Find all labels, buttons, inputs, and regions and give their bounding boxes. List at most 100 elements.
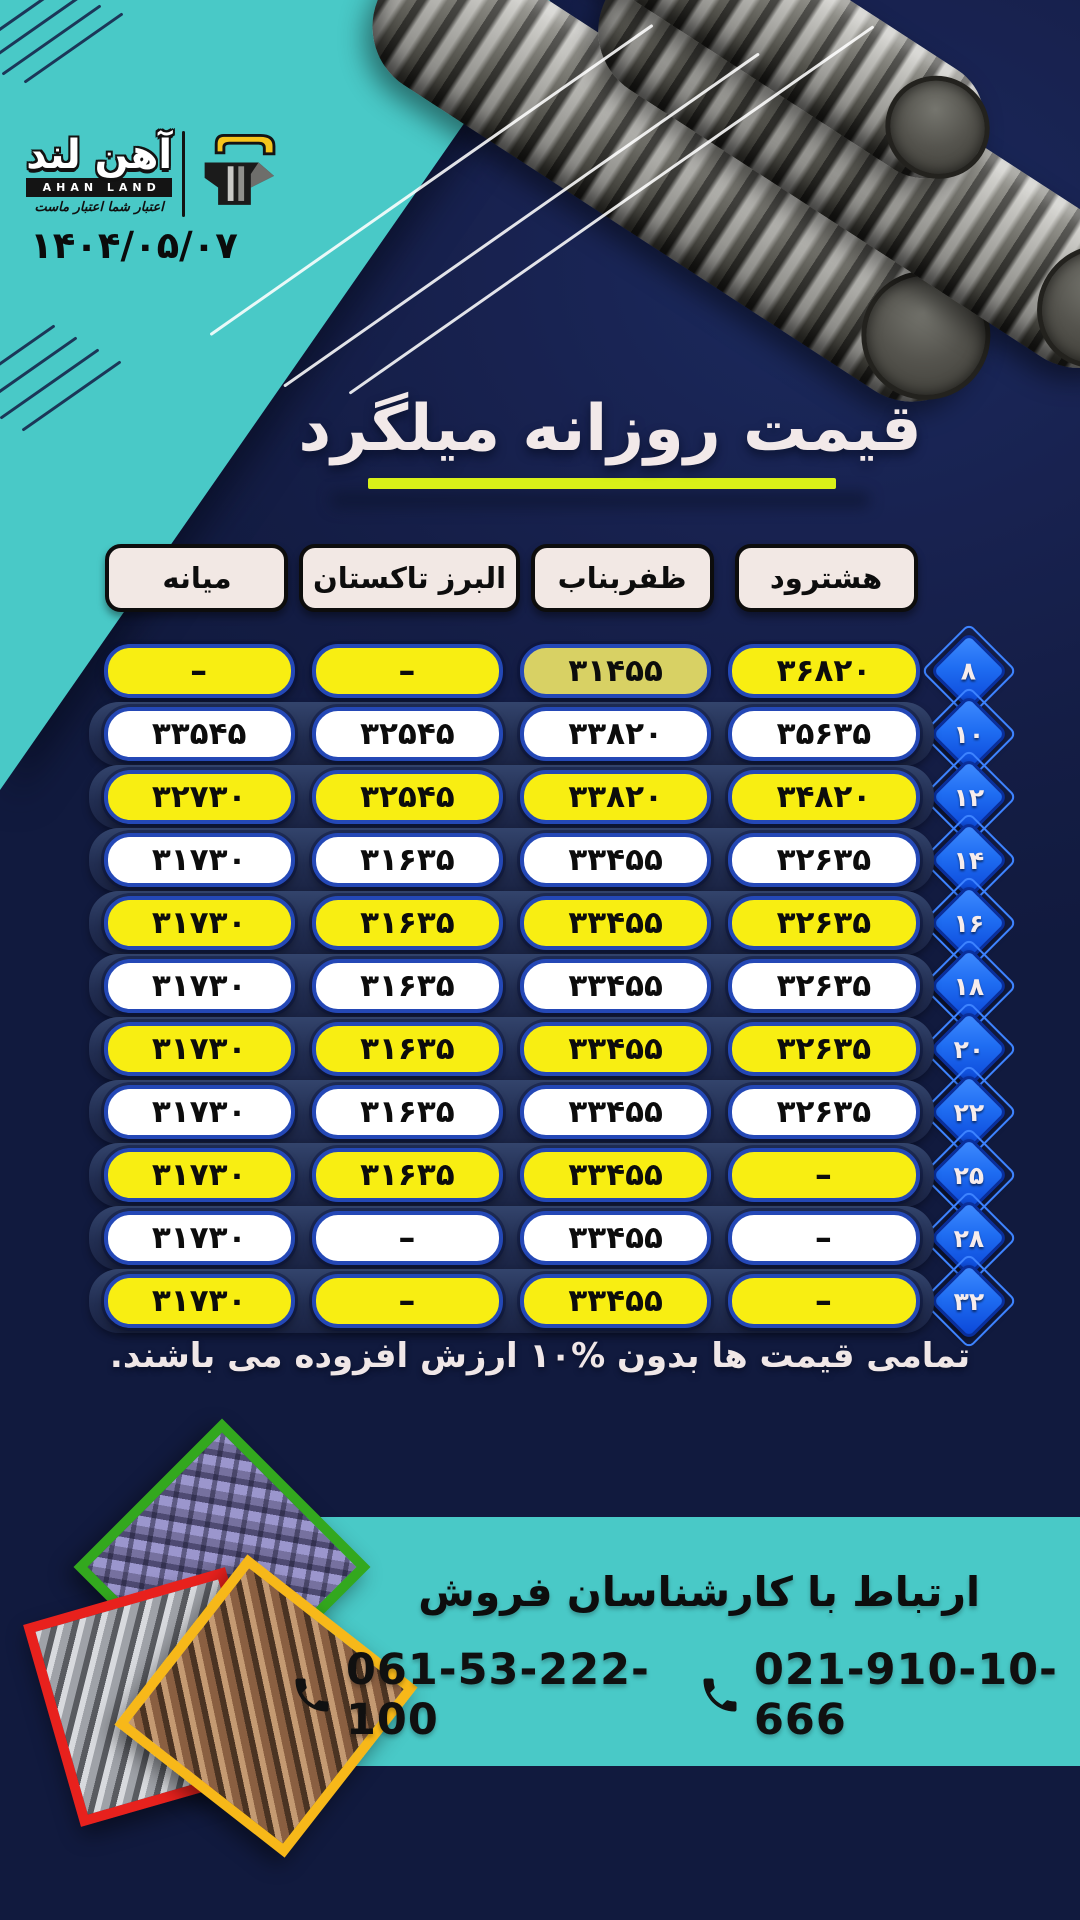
rebar-bar xyxy=(473,0,1007,201)
price-pill: – xyxy=(728,1273,920,1328)
price-pill: ۳۱۷۳۰ xyxy=(103,1147,295,1202)
size-label: ۲۰ xyxy=(953,1034,985,1063)
price-pill: – xyxy=(311,643,503,698)
row-prices: ۳۶۸۲۰ ۳۱۴۵۵ – – xyxy=(95,643,928,698)
vat-note: تمامی قیمت ها بدون %۱۰ ارزش افزوده می با… xyxy=(109,1336,971,1376)
column-header: هشترود xyxy=(734,544,918,612)
table-row: ۱۶ ۳۲۶۳۵ ۳۳۴۵۵ ۳۱۶۳۵ ۳۱۷۳۰ xyxy=(89,882,1010,963)
row-prices: ۳۲۶۳۵ ۳۳۴۵۵ ۳۱۶۳۵ ۳۱۷۳۰ xyxy=(89,827,934,892)
price-pill: – xyxy=(311,1273,503,1328)
price-pill: ۳۱۷۳۰ xyxy=(103,895,295,950)
hatch-line xyxy=(0,0,80,68)
rebar-bar xyxy=(345,0,1015,429)
row-prices: ۳۵۶۳۵ ۳۳۸۲۰ ۳۲۵۴۵ ۳۳۵۴۵ xyxy=(89,701,934,766)
price-pill: ۳۳۴۵۵ xyxy=(520,958,712,1013)
date-label: ۱۴۰۴/۰۵/۰۷ xyxy=(30,224,238,267)
price-pill: ۳۱۶۳۵ xyxy=(311,1021,503,1076)
price-pill: ۳۲۵۴۵ xyxy=(311,706,503,761)
price-pill: ۳۳۴۵۵ xyxy=(520,1084,712,1139)
price-pill: ۳۲۷۳۰ xyxy=(103,769,295,824)
price-pill: – xyxy=(103,643,295,698)
size-label: ۳۲ xyxy=(953,1286,985,1315)
size-label: ۸ xyxy=(961,656,977,686)
price-pill: ۳۲۶۳۵ xyxy=(728,832,920,887)
table-row: ۲۵ – ۳۳۴۵۵ ۳۱۶۳۵ ۳۱۷۳۰ xyxy=(89,1134,1010,1215)
phone-row: 061-53-222-100 021-910-10-666 xyxy=(290,1645,1062,1745)
price-pill: ۳۱۶۳۵ xyxy=(311,1147,503,1202)
brand-name-fa: آهن لند xyxy=(26,131,173,178)
brand-logo-text: آهن لند AHAN LAND اعتبار شما اعتبار ماست xyxy=(26,131,173,215)
page-title: قیمت روزانه میلگرد xyxy=(298,392,922,466)
price-pill: ۳۱۶۳۵ xyxy=(311,958,503,1013)
table-row: ۲۸ – ۳۳۴۵۵ – ۳۱۷۳۰ xyxy=(89,1197,1010,1278)
price-pill: ۳۲۵۴۵ xyxy=(311,769,503,824)
price-pill: ۳۴۸۲۰ xyxy=(728,769,920,824)
price-pill: ۳۲۶۳۵ xyxy=(728,958,920,1013)
price-pill: ۳۳۴۵۵ xyxy=(520,1021,712,1076)
brand-name-en: AHAN LAND xyxy=(26,177,173,197)
size-cell: ۳۲ xyxy=(928,1260,1010,1341)
logo-divider xyxy=(182,131,186,217)
price-pill: – xyxy=(728,1210,920,1265)
price-pill: ۳۳۴۵۵ xyxy=(520,1147,712,1202)
title-underline xyxy=(368,478,836,489)
price-pill: ۳۱۷۳۰ xyxy=(103,1021,295,1076)
table-row: ۱۴ ۳۲۶۳۵ ۳۳۴۵۵ ۳۱۶۳۵ ۳۱۷۳۰ xyxy=(89,819,1010,900)
size-label: ۲۸ xyxy=(953,1223,985,1252)
price-pill: ۳۵۶۳۵ xyxy=(728,706,920,761)
size-label: ۲۲ xyxy=(953,1097,985,1126)
deco-line xyxy=(348,25,875,395)
size-diamond: ۳۲ xyxy=(929,1260,1009,1341)
row-prices: ۳۲۶۳۵ ۳۳۴۵۵ ۳۱۶۳۵ ۳۱۷۳۰ xyxy=(89,890,934,955)
size-label: ۲۵ xyxy=(953,1160,985,1189)
price-pill: ۳۲۶۳۵ xyxy=(728,895,920,950)
price-pill: ۳۳۴۵۵ xyxy=(520,1210,712,1265)
title-underline-shadow xyxy=(330,492,870,508)
brand-tagline: اعتبار شما اعتبار ماست xyxy=(34,199,164,215)
price-pill: ۳۶۸۲۰ xyxy=(728,643,920,698)
price-pill: ۳۱۷۳۰ xyxy=(103,1084,295,1139)
table-row: ۲۰ ۳۲۶۳۵ ۳۳۴۵۵ ۳۱۶۳۵ ۳۱۷۳۰ xyxy=(89,1008,1010,1089)
price-pill: ۳۱۶۳۵ xyxy=(311,895,503,950)
row-prices: – ۳۳۴۵۵ – ۳۱۷۳۰ xyxy=(89,1268,934,1333)
row-prices: – ۳۳۴۵۵ – ۳۱۷۳۰ xyxy=(89,1205,934,1270)
price-rows: ۸ ۳۶۸۲۰ ۳۱۴۵۵ – – ۱۰ ۳۵۶۳۵ ۳۳۸۲۰ ۳۲۵۴۵ ۳… xyxy=(89,630,1010,1341)
price-pill: ۳۱۶۳۵ xyxy=(311,832,503,887)
row-prices: ۳۴۸۲۰ ۳۳۸۲۰ ۳۲۵۴۵ ۳۲۷۳۰ xyxy=(89,764,934,829)
phone-item: 061-53-222-100 xyxy=(290,1645,654,1745)
size-label: ۱۸ xyxy=(953,971,985,1000)
table-row: ۳۲ – ۳۳۴۵۵ – ۳۱۷۳۰ xyxy=(89,1260,1010,1341)
price-pill: ۳۱۶۳۵ xyxy=(311,1084,503,1139)
row-prices: – ۳۳۴۵۵ ۳۱۶۳۵ ۳۱۷۳۰ xyxy=(89,1142,934,1207)
price-pill: ۳۱۷۳۰ xyxy=(103,958,295,1013)
size-label: ۱۰ xyxy=(953,719,985,748)
price-pill: ۳۲۶۳۵ xyxy=(728,1021,920,1076)
price-pill: – xyxy=(728,1147,920,1202)
price-pill: ۳۱۷۳۰ xyxy=(103,1210,295,1265)
phone-number: 021-910-10-666 xyxy=(754,1645,1058,1745)
price-pill: ۳۱۷۳۰ xyxy=(103,832,295,887)
phone-icon xyxy=(295,1678,329,1712)
size-label: ۱۶ xyxy=(953,908,985,937)
price-pill: ۳۱۷۳۰ xyxy=(103,1273,295,1328)
price-pill: ۳۳۴۵۵ xyxy=(520,1273,712,1328)
brand-logo: آهن لند AHAN LAND اعتبار شما اعتبار ماست xyxy=(26,128,280,220)
phone-number: 061-53-222-100 xyxy=(346,1645,650,1745)
table-row: ۲۲ ۳۲۶۳۵ ۳۳۴۵۵ ۳۱۶۳۵ ۳۱۷۳۰ xyxy=(89,1071,1010,1152)
phone-item: 021-910-10-666 xyxy=(698,1645,1062,1745)
table-row: ۸ ۳۶۸۲۰ ۳۱۴۵۵ – – xyxy=(95,630,1010,711)
price-pill: ۳۳۸۲۰ xyxy=(520,706,712,761)
anvil-icon xyxy=(204,134,276,205)
hatch-line xyxy=(21,360,122,432)
phone-icon xyxy=(703,1678,737,1712)
price-pill: ۳۱۴۵۵ xyxy=(520,643,712,698)
size-label: ۱۲ xyxy=(953,782,985,811)
row-prices: ۳۲۶۳۵ ۳۳۴۵۵ ۳۱۶۳۵ ۳۱۷۳۰ xyxy=(89,1016,934,1081)
table-row: ۱۲ ۳۴۸۲۰ ۳۳۸۲۰ ۳۲۵۴۵ ۳۲۷۳۰ xyxy=(89,756,1010,837)
table-header-row: هشترود ظفربناب البرز تاکستان میانه xyxy=(95,543,1010,613)
price-pill: – xyxy=(311,1210,503,1265)
price-pill: ۳۳۴۵۵ xyxy=(520,895,712,950)
column-header: ظفربناب xyxy=(530,544,714,612)
price-pill: ۳۳۸۲۰ xyxy=(520,769,712,824)
